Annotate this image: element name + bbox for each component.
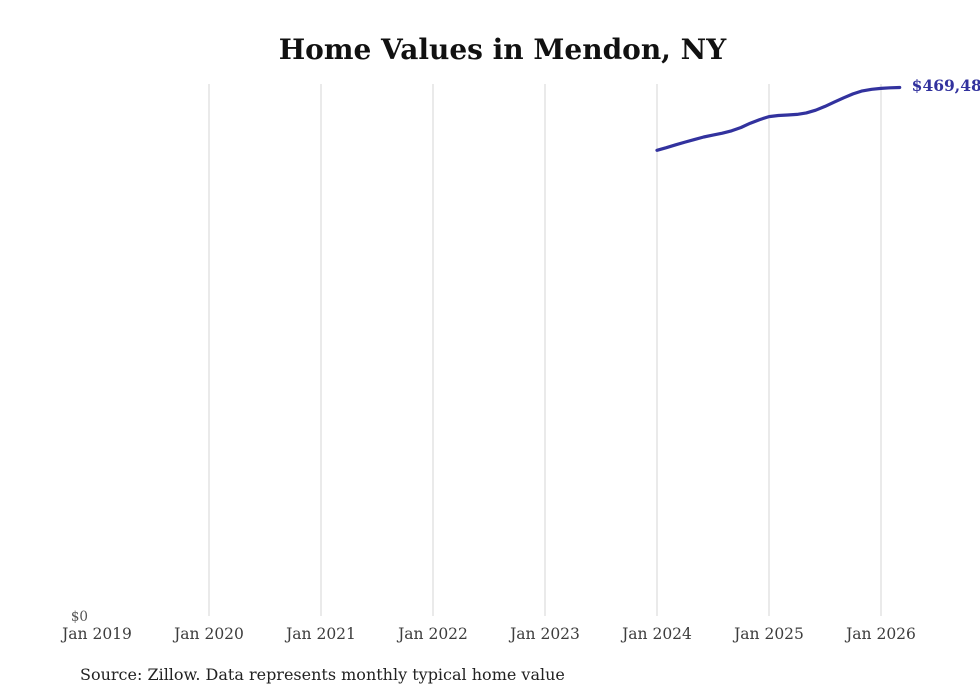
x-tick-label: Jan 2024 [620, 625, 692, 643]
home-value-line [655, 85, 902, 152]
x-tick-label: Jan 2020 [172, 625, 244, 643]
source-note: Source: Zillow. Data represents monthly … [80, 665, 565, 684]
x-tick-label: Jan 2021 [284, 625, 356, 643]
latest-value-label: $469,485 [912, 76, 980, 95]
chart-title: Home Values in Mendon, NY [278, 33, 727, 66]
x-tick-label: Jan 2026 [844, 625, 916, 643]
x-tick-label: Jan 2022 [396, 625, 468, 643]
y-tick-label: $0 [71, 609, 88, 625]
x-tick-label: Jan 2025 [732, 625, 804, 643]
x-tick-label: Jan 2019 [60, 625, 132, 643]
x-tick-label: Jan 2023 [508, 625, 580, 643]
